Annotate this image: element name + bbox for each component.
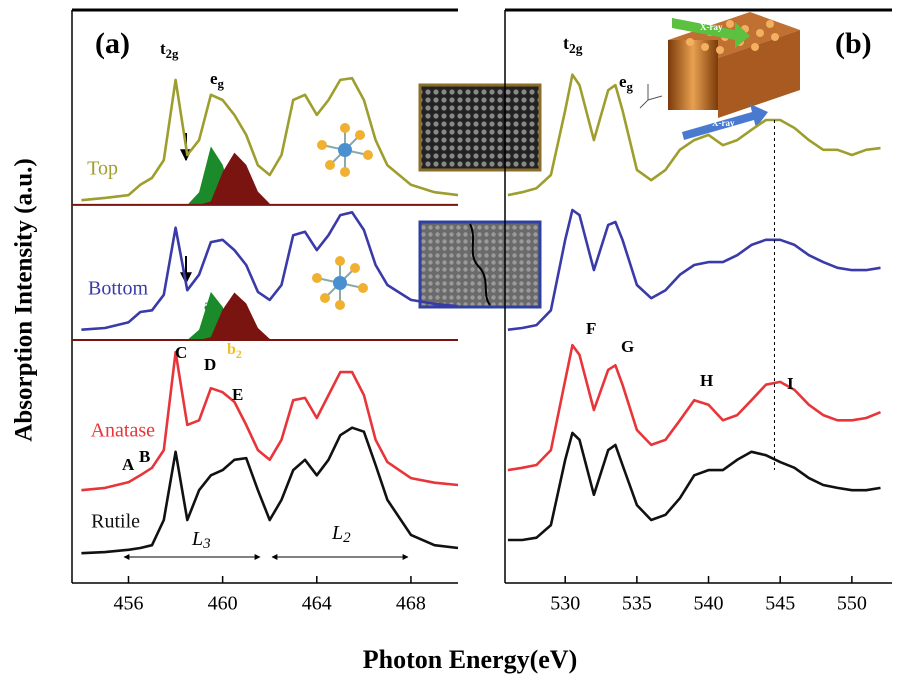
- spectrum-line: [81, 78, 458, 200]
- annotation-text: L: [331, 522, 343, 544]
- x-tick-label: 464: [302, 593, 332, 615]
- annotation: t2g: [160, 39, 179, 61]
- annotation: X-ray: [700, 22, 723, 32]
- y-axis-label: Absorption Intensity (a.u.): [11, 158, 38, 441]
- annotation: B: [139, 447, 150, 466]
- spectrum-line: [508, 345, 881, 470]
- sem-inset-top: [420, 85, 540, 170]
- legend-label: Rutile: [91, 511, 140, 533]
- annotation: t2g: [563, 33, 583, 56]
- spectrum-line: [81, 428, 458, 554]
- spectrum-line: [81, 212, 458, 329]
- x-tick-label: 550: [837, 593, 867, 615]
- annotation-text: E: [232, 385, 243, 404]
- annotation: I: [787, 374, 794, 393]
- x-tick-label: 545: [765, 593, 795, 615]
- annotation-subscript: 1: [212, 303, 218, 317]
- annotation-text: I: [787, 374, 794, 393]
- annotation-text: D: [204, 355, 216, 374]
- annotation-subscript: 2: [343, 530, 351, 546]
- annotation: D: [204, 355, 216, 374]
- annotation: X-ray: [712, 118, 735, 128]
- annotation: F: [586, 319, 596, 338]
- annotation: L2: [331, 522, 351, 547]
- legend-label: Bottom: [88, 278, 148, 300]
- annotation-subscript: g: [627, 80, 634, 94]
- x-tick-label: 530: [550, 593, 580, 615]
- annotation-subscript: 2: [236, 347, 242, 361]
- x-tick-label: 535: [622, 593, 652, 615]
- legend-label: Top: [87, 158, 118, 180]
- legend-label: Anatase: [91, 420, 156, 442]
- x-axis-label: Photon Energy(eV): [363, 645, 577, 674]
- annotation-text: X-ray: [700, 22, 723, 32]
- annotation-subscript: g: [218, 77, 225, 91]
- annotation-text: b: [227, 341, 236, 358]
- annotation: C: [175, 343, 187, 362]
- annotation: H: [700, 371, 713, 390]
- octahedron-icon: [317, 123, 373, 177]
- annotation-text: B: [139, 447, 150, 466]
- annotation-text: C: [175, 343, 187, 362]
- annotation: L3: [191, 528, 211, 553]
- annotation: b2: [227, 341, 242, 361]
- annotation: A: [122, 455, 135, 474]
- sem-inset-bottom: [420, 222, 540, 307]
- x-tick-label: 540: [694, 593, 724, 615]
- annotation-subscript: 2g: [569, 41, 583, 56]
- annotation-text: H: [700, 371, 713, 390]
- annotation-text: a: [204, 297, 212, 314]
- panel-label: (a): [95, 27, 130, 60]
- x-tick-label: 460: [208, 593, 238, 615]
- annotation-text: X-ray: [712, 118, 735, 128]
- annotation: E: [232, 385, 243, 404]
- x-tick-label: 456: [113, 593, 143, 615]
- annotation: eg: [619, 72, 634, 94]
- annotation-subscript: 3: [202, 536, 211, 552]
- panel-label: (b): [835, 27, 872, 60]
- figure: Absorption Intensity (a.u.) Photon Energ…: [0, 0, 898, 683]
- octahedron-icon: [312, 256, 368, 310]
- annotation-subscript: 2g: [166, 47, 179, 61]
- spectrum-line: [508, 210, 881, 330]
- annotation-text: F: [586, 319, 596, 338]
- spectrum-line: [508, 433, 881, 540]
- annotation-text: G: [621, 337, 634, 356]
- annotation: eg: [210, 69, 225, 91]
- annotation: G: [621, 337, 634, 356]
- annotation-text: L: [191, 528, 203, 550]
- annotation-text: A: [122, 455, 135, 474]
- x-tick-label: 468: [396, 593, 426, 615]
